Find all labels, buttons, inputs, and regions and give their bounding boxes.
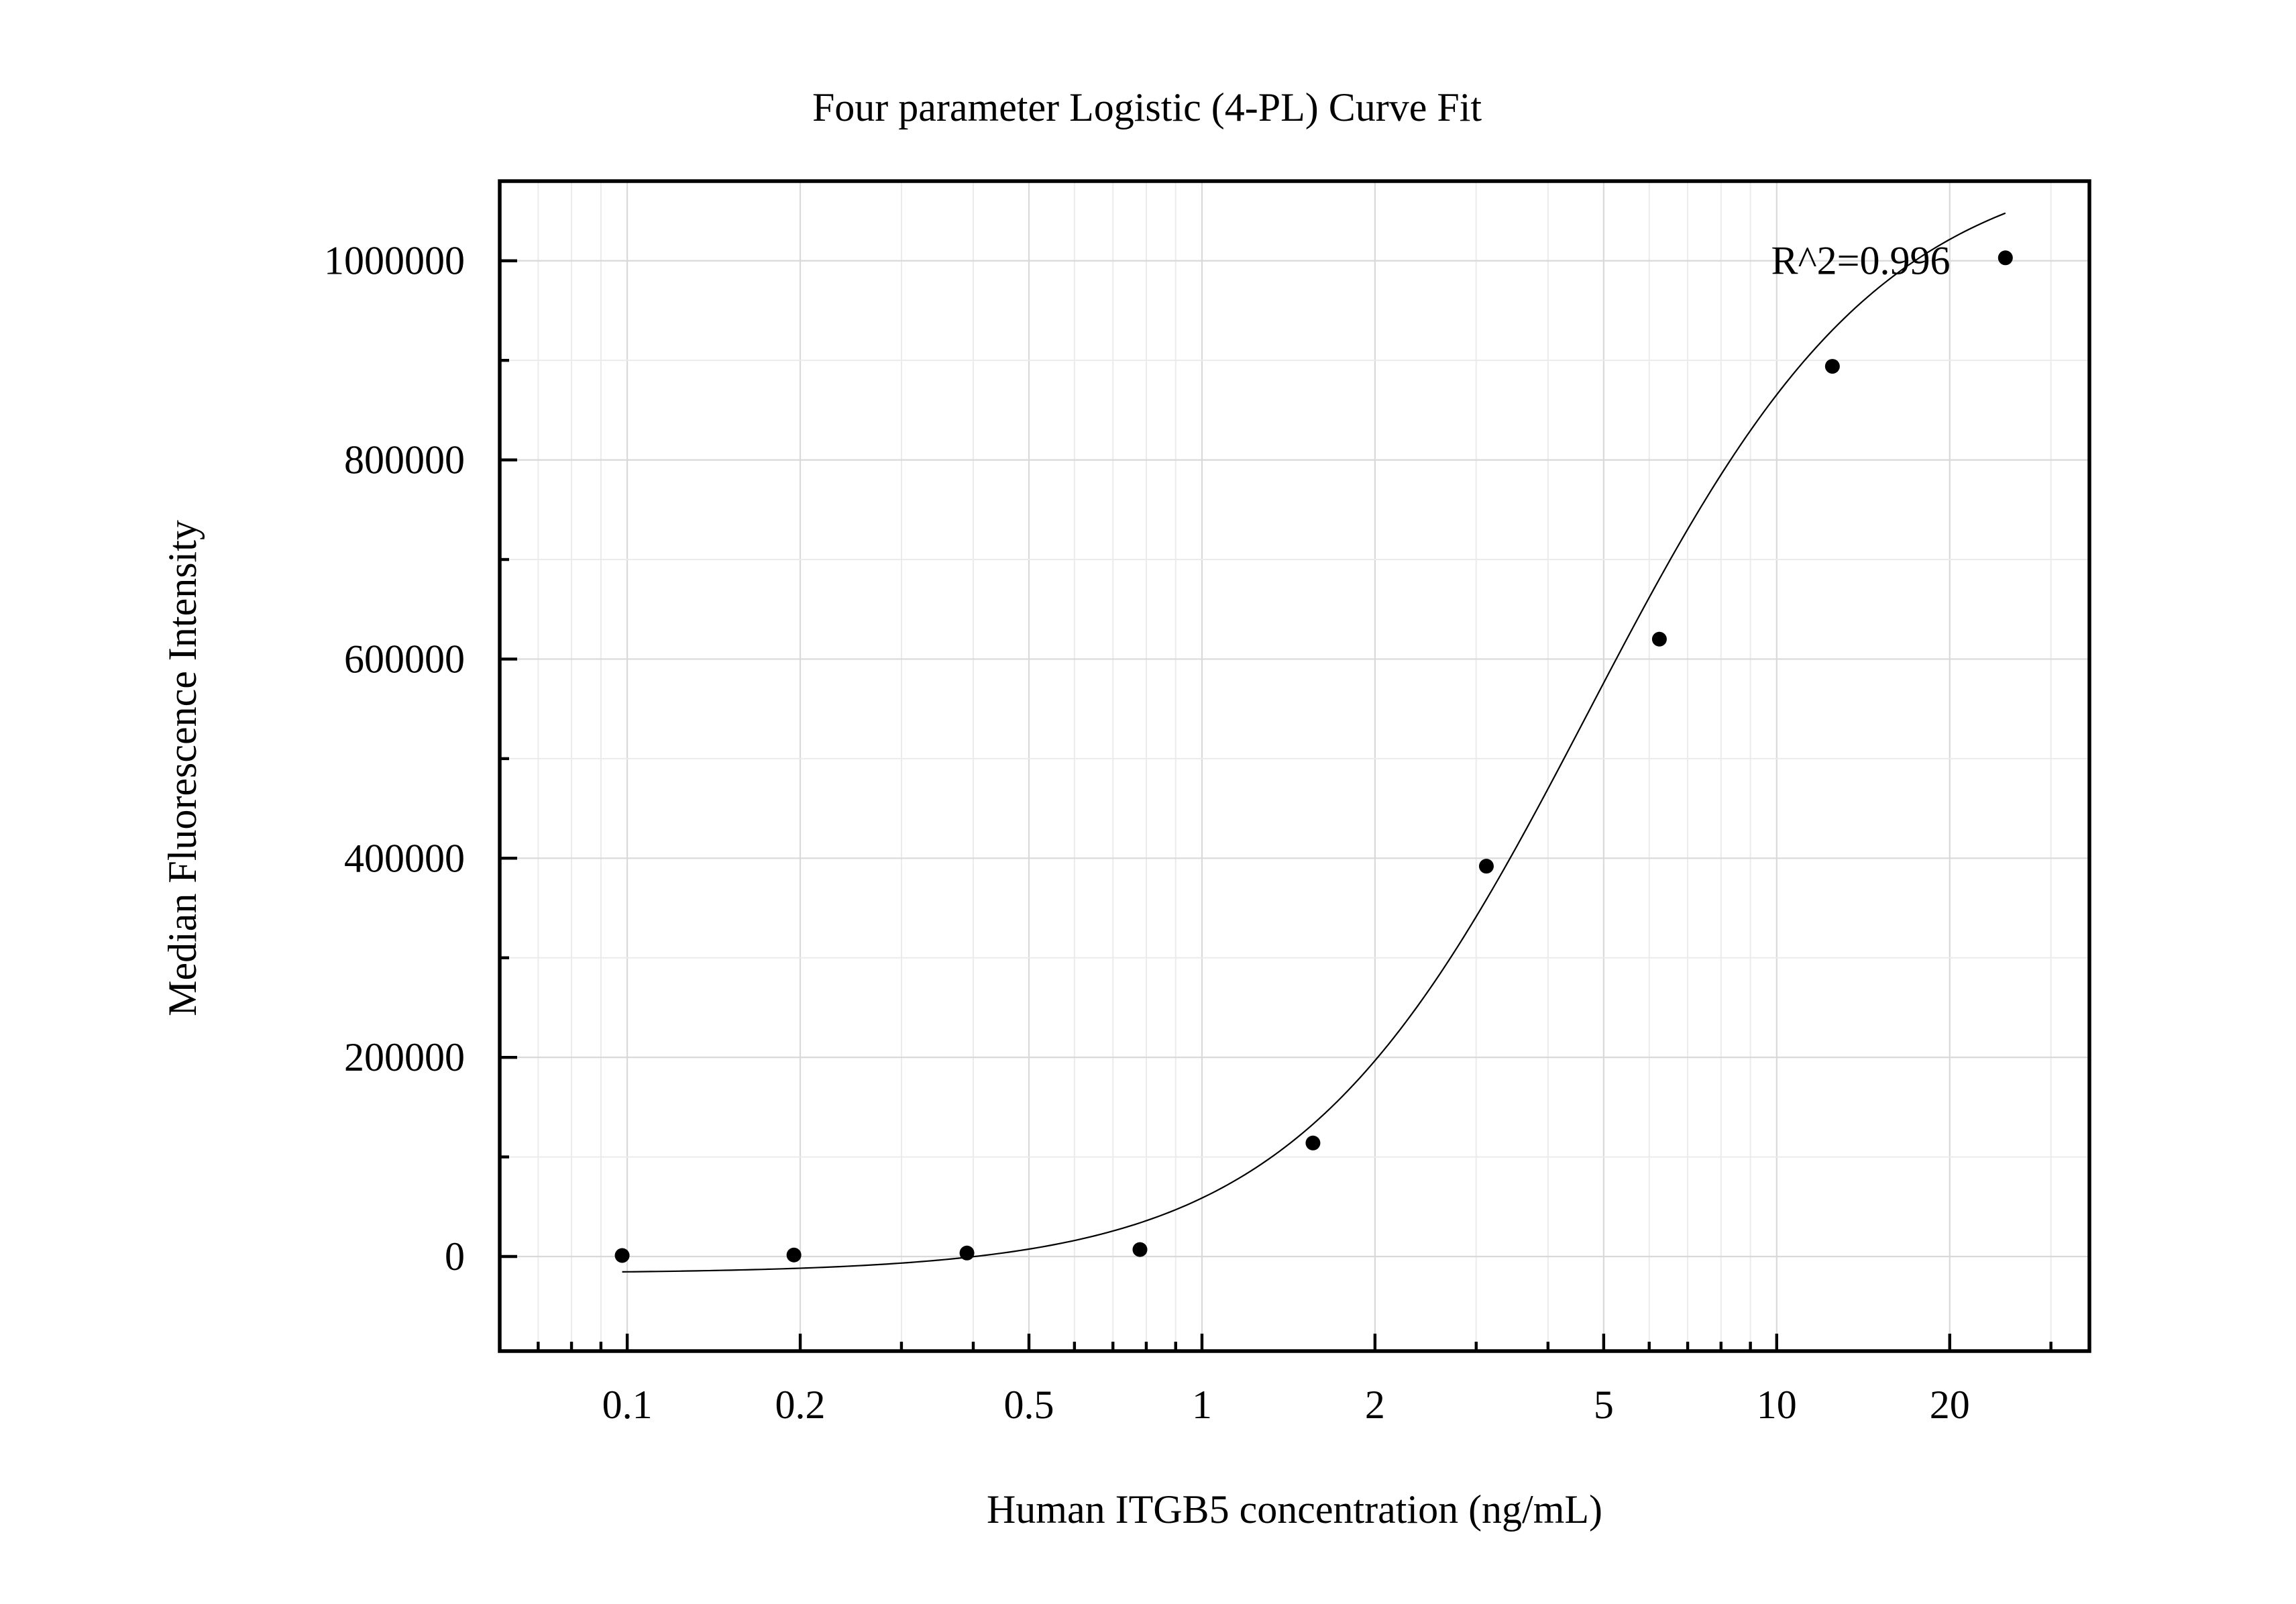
x-tick-label: 10	[1757, 1383, 1797, 1427]
plot-frame	[498, 179, 2091, 1353]
data-point	[1478, 859, 1494, 874]
chart-title: Four parameter Logistic (4-PL) Curve Fit	[812, 85, 1482, 129]
x-tick-label: 5	[1594, 1383, 1614, 1427]
x-tick-label: 0.5	[1004, 1383, 1054, 1427]
x-tick-labels: 0.1 0.2 0.5 1 2 5 10 20	[602, 1383, 1970, 1427]
data-point	[1998, 250, 2013, 266]
data-point	[1305, 1135, 1321, 1151]
y-axis-label: Median Fluorescence Intensity	[160, 520, 205, 1016]
x-tick-label: 1	[1192, 1383, 1212, 1427]
y-tick-label: 1000000	[324, 239, 465, 283]
data-point	[786, 1247, 802, 1263]
x-tick-label: 0.1	[602, 1383, 653, 1427]
data-point	[959, 1245, 975, 1261]
fit-curve-line	[622, 212, 2006, 1273]
axis-ticks	[498, 259, 2053, 1351]
data-points-layer	[614, 250, 2013, 1263]
y-tick-label: 600000	[344, 637, 465, 681]
fit-curve-layer	[622, 212, 2006, 1273]
data-point	[1132, 1242, 1148, 1257]
data-point	[1824, 359, 1840, 374]
x-axis-label: Human ITGB5 concentration (ng/mL)	[987, 1487, 1602, 1532]
y-tick-label: 800000	[344, 438, 465, 482]
x-tick-label: 2	[1365, 1383, 1385, 1427]
data-point	[1651, 631, 1667, 647]
r-squared-annotation: R^2=0.996	[1771, 239, 1950, 283]
x-tick-label: 20	[1930, 1383, 1970, 1427]
x-tick-label: 0.2	[775, 1383, 826, 1427]
y-tick-labels: 0 200000 400000 600000 800000 1000000	[324, 239, 465, 1279]
grid	[499, 181, 2089, 1351]
data-point	[614, 1248, 630, 1263]
y-tick-label: 400000	[344, 836, 465, 880]
y-tick-label: 0	[445, 1234, 465, 1279]
y-tick-label: 200000	[344, 1035, 465, 1079]
